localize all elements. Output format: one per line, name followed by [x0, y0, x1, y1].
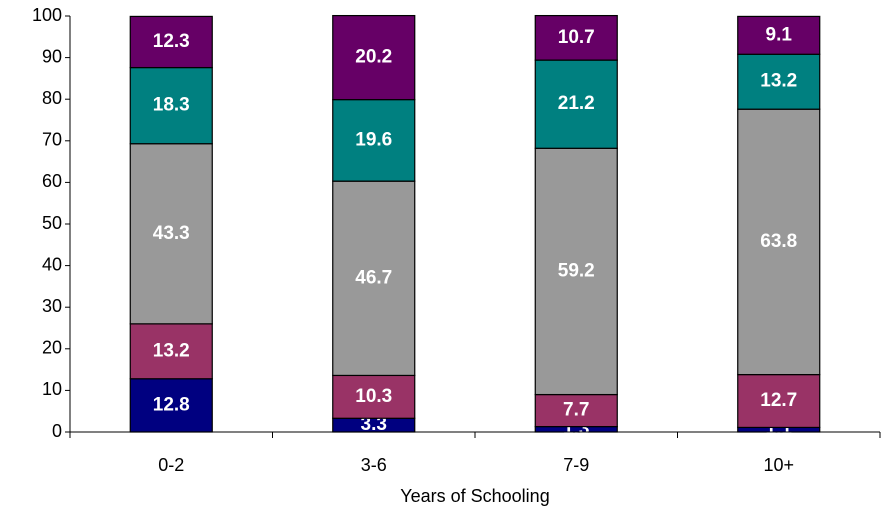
- value-label: 13.2: [760, 71, 797, 92]
- value-label: 7.7: [563, 400, 589, 421]
- value-label: 63.8: [760, 231, 797, 252]
- bar-segment: [737, 15, 821, 55]
- value-label: 43.3: [153, 223, 190, 244]
- bar-segment: [332, 99, 416, 182]
- y-tick-label: 40: [42, 254, 62, 274]
- y-tick-label: 90: [42, 46, 62, 66]
- value-label: 3.3: [361, 414, 387, 435]
- y-tick-label: 20: [42, 338, 62, 358]
- value-label: 20.2: [355, 47, 392, 68]
- bar-segment: [534, 147, 618, 396]
- bar-segment: [129, 15, 213, 69]
- value-label: 9.1: [766, 24, 793, 45]
- bar-segment: [332, 14, 416, 101]
- y-tick-label: 30: [42, 296, 62, 316]
- bar-segment: [534, 14, 618, 61]
- value-label: 21.2: [558, 93, 595, 114]
- value-label: 12.3: [153, 31, 190, 52]
- y-tick-label: 70: [42, 130, 62, 150]
- bar-segment: [332, 180, 416, 377]
- bar-segment: [534, 59, 618, 149]
- bar-segment: [332, 374, 416, 419]
- x-axis-label: Years of Schooling: [400, 486, 549, 506]
- value-label: 19.6: [355, 129, 392, 150]
- y-tick-label: 100: [32, 5, 62, 25]
- x-tick-label: 3-6: [361, 455, 387, 475]
- x-tick-label: 0-2: [158, 455, 184, 475]
- bar-segment: [129, 378, 213, 433]
- x-tick-label: 10+: [763, 455, 794, 475]
- y-tick-label: 10: [42, 379, 62, 399]
- bar-segment: [737, 108, 821, 376]
- value-label: 18.3: [153, 95, 190, 116]
- bar-segment: [534, 393, 618, 428]
- y-tick-label: 60: [42, 171, 62, 191]
- x-tick-label: 7-9: [563, 455, 589, 475]
- y-tick-label: 80: [42, 88, 62, 108]
- value-label: 46.7: [355, 267, 392, 288]
- y-tick-label: 0: [52, 421, 62, 441]
- value-label: 10.7: [558, 27, 595, 48]
- value-label: 12.7: [760, 390, 797, 411]
- value-label: 13.2: [153, 340, 190, 361]
- y-tick-label: 50: [42, 213, 62, 233]
- bar-segment: [737, 53, 821, 110]
- value-label: 12.8: [153, 394, 190, 415]
- value-label: 10.3: [355, 386, 392, 407]
- value-label: 59.2: [558, 260, 595, 281]
